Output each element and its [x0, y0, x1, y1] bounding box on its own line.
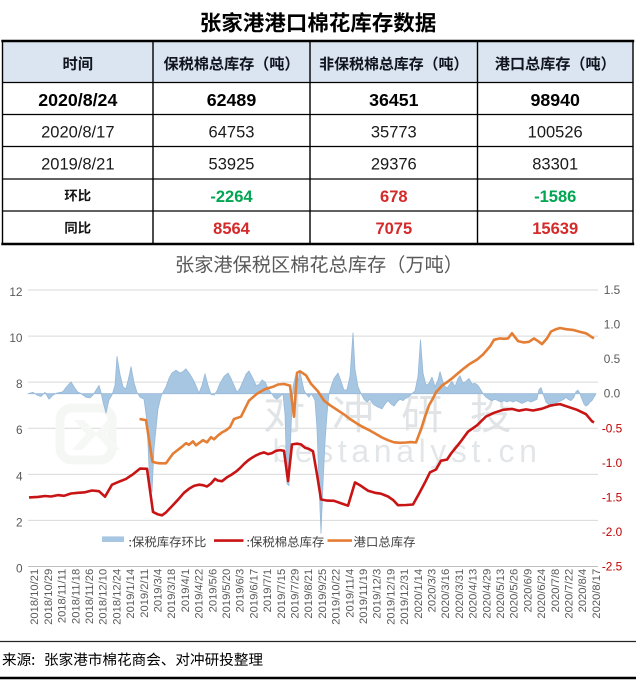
svg-text:7075: 7075 [375, 220, 412, 238]
svg-text:2019/3/18: 2019/3/18 [166, 569, 178, 619]
svg-text:2020/3/16: 2020/3/16 [440, 569, 452, 619]
svg-text:2020/4/13: 2020/4/13 [468, 569, 480, 619]
svg-text:2019/3/4: 2019/3/4 [153, 569, 165, 613]
svg-text:2019/2/11: 2019/2/11 [139, 569, 151, 618]
svg-text:1.5: 1.5 [604, 283, 621, 297]
svg-text:8: 8 [16, 377, 23, 391]
svg-text:-1.5: -1.5 [602, 490, 623, 504]
svg-text:2020/5/13: 2020/5/13 [495, 569, 507, 619]
svg-text:98940: 98940 [530, 90, 580, 110]
svg-text:2018/12/10: 2018/12/10 [98, 569, 110, 625]
svg-text:2018/12/24: 2018/12/24 [111, 569, 123, 625]
svg-text:10: 10 [9, 331, 23, 345]
svg-text:2018/11/11: 2018/11/11 [57, 569, 69, 623]
svg-text:2019/8/21: 2019/8/21 [41, 156, 114, 174]
svg-text:15639: 15639 [532, 220, 578, 238]
svg-text:8564: 8564 [213, 220, 251, 238]
svg-text:2019/12/19: 2019/12/19 [385, 569, 397, 625]
svg-text:1.0: 1.0 [604, 318, 621, 332]
svg-text:2020/8/4: 2020/8/4 [577, 569, 589, 613]
svg-text:-0.5: -0.5 [602, 421, 623, 435]
svg-text:2019/12/31: 2019/12/31 [399, 569, 411, 625]
svg-text:0: 0 [16, 562, 23, 576]
svg-text:2018/11/18: 2018/11/18 [70, 569, 82, 624]
svg-text:-2.5: -2.5 [602, 560, 623, 574]
svg-text:2019/12/3: 2019/12/3 [372, 569, 384, 619]
svg-text:-2264: -2264 [210, 188, 253, 206]
svg-text:2019/5/6: 2019/5/6 [207, 569, 219, 613]
svg-text:2020/3/3: 2020/3/3 [427, 569, 439, 613]
svg-text:2019/8/21: 2019/8/21 [303, 569, 315, 619]
svg-text:4: 4 [16, 469, 23, 483]
svg-text:2020/1/14: 2020/1/14 [413, 569, 425, 619]
svg-text:2018/10/21: 2018/10/21 [29, 569, 41, 625]
svg-text:2020/6/24: 2020/6/24 [536, 569, 548, 619]
svg-text:2019/7/1: 2019/7/1 [262, 569, 274, 613]
svg-text:6: 6 [16, 423, 23, 437]
svg-text:100526: 100526 [528, 123, 583, 141]
svg-text:2020/3/31: 2020/3/31 [454, 569, 466, 619]
svg-text:2019/11/4: 2019/11/4 [344, 569, 356, 618]
svg-text:2018/11/26: 2018/11/26 [84, 569, 96, 624]
svg-text:2020/6/9: 2020/6/9 [522, 569, 534, 613]
svg-text:2020/7/22: 2020/7/22 [564, 569, 576, 619]
svg-text:2020/8/24: 2020/8/24 [38, 90, 117, 110]
svg-text:53925: 53925 [209, 156, 255, 174]
svg-text:2019/1/14: 2019/1/14 [125, 569, 137, 619]
svg-text:62489: 62489 [207, 90, 257, 110]
svg-text:bestanalyst.cn: bestanalyst.cn [273, 433, 542, 469]
svg-text:2020/5/26: 2020/5/26 [509, 569, 521, 619]
svg-text:12: 12 [9, 285, 22, 299]
svg-text:36451: 36451 [369, 90, 419, 110]
svg-text:2019/7/15: 2019/7/15 [276, 569, 288, 619]
svg-text:2019/5/20: 2019/5/20 [221, 569, 233, 619]
svg-text:64753: 64753 [209, 123, 255, 141]
svg-text:2019/9/25: 2019/9/25 [317, 569, 329, 619]
svg-text:2020/4/29: 2020/4/29 [481, 569, 493, 619]
svg-text:29376: 29376 [371, 156, 417, 174]
svg-text:2019/4/22: 2019/4/22 [194, 569, 206, 619]
svg-text:2019/11/19: 2019/11/19 [358, 569, 370, 624]
svg-text:2019/7/29: 2019/7/29 [290, 569, 302, 619]
svg-text:2020/8/17: 2020/8/17 [41, 123, 114, 141]
svg-text:2020/7/8: 2020/7/8 [550, 569, 562, 613]
svg-text:678: 678 [380, 188, 408, 206]
svg-text:2: 2 [16, 515, 23, 529]
svg-text:-1.0: -1.0 [602, 456, 623, 470]
svg-text:0.0: 0.0 [604, 387, 621, 401]
svg-text:2018/10/29: 2018/10/29 [43, 569, 55, 625]
svg-text:2019/6/17: 2019/6/17 [248, 569, 260, 619]
svg-text:35773: 35773 [371, 123, 417, 141]
svg-text:2019/10/22: 2019/10/22 [331, 569, 343, 625]
svg-text:83301: 83301 [532, 156, 578, 174]
svg-text:2020/8/17: 2020/8/17 [591, 569, 603, 619]
svg-text:2019/4/1: 2019/4/1 [180, 569, 192, 613]
svg-text:0.5: 0.5 [604, 352, 621, 366]
svg-text:-2.0: -2.0 [602, 525, 623, 539]
svg-text:-1586: -1586 [534, 188, 576, 206]
svg-text:2019/6/3: 2019/6/3 [235, 569, 247, 613]
